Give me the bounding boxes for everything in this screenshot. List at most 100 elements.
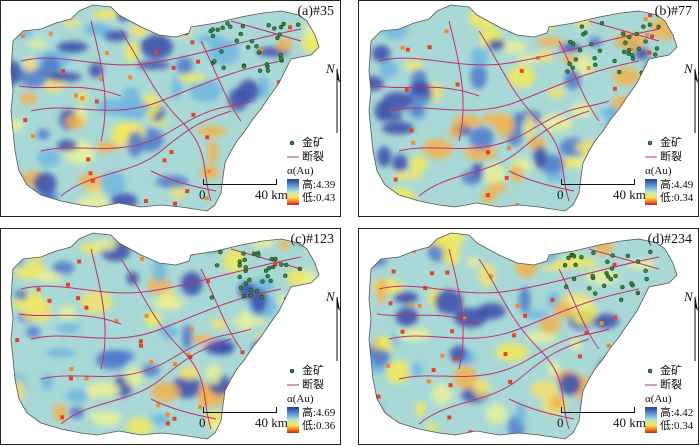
anomaly-blob (545, 172, 566, 183)
legend-low: 低:0.34 (660, 420, 694, 432)
anomaly-blob (276, 323, 296, 339)
fault-line (398, 100, 610, 152)
anomaly-blob (24, 57, 36, 72)
anomaly-blob (469, 126, 494, 150)
study-area-boundary (368, 232, 678, 440)
anomaly-cell (84, 305, 89, 310)
anomaly-cell (191, 112, 196, 117)
gold-mine-marker (284, 262, 289, 268)
anomaly-blob (547, 86, 564, 99)
anomaly-blob (251, 338, 286, 358)
anomaly-blob (549, 395, 564, 411)
gold-mine-marker (238, 31, 244, 37)
scale-zero: 0 (557, 187, 564, 202)
anomaly-blob (530, 380, 559, 399)
anomaly-blob (545, 233, 572, 251)
gold-mine-marker (566, 255, 571, 261)
anomaly-blob (77, 195, 109, 211)
anomaly-cell (536, 56, 541, 60)
anomaly-cell (519, 68, 524, 73)
gold-mine-marker (571, 254, 577, 259)
anomaly-blob (381, 121, 414, 135)
anomaly-blob (425, 422, 439, 431)
fault-line (376, 313, 480, 325)
north-label: N (326, 289, 335, 304)
anomaly-blob (499, 40, 527, 55)
anomaly-cell (47, 298, 52, 303)
panel-label: (b)#77 (654, 4, 692, 19)
anomaly-cell (77, 259, 82, 264)
gold-mine-marker (573, 57, 579, 62)
anomaly-cell (485, 193, 490, 198)
gold-mine-marker (622, 49, 627, 55)
anomaly-cell (431, 368, 436, 373)
anomaly-cell (409, 128, 414, 133)
anomaly-blob (167, 17, 193, 38)
fault-line (478, 258, 570, 430)
anomaly-cell (32, 424, 37, 429)
gold-mine-marker (599, 21, 605, 26)
anomaly-cell (515, 304, 520, 309)
gold-mine-marker (270, 264, 276, 270)
fault-line (40, 328, 252, 380)
anomaly-blob (250, 140, 275, 157)
anomaly-blob (11, 255, 26, 268)
fault-line (448, 248, 464, 370)
anomaly-blob (204, 340, 235, 355)
anomaly-cell (90, 178, 95, 183)
anomaly-cell (128, 75, 133, 80)
gold-mine-marker (620, 284, 625, 290)
map-panel: (d)#234 N 金矿 断裂 α(Au) 高:4.42 低:0.34 0 40 km (358, 228, 699, 445)
anomaly-cell (36, 287, 41, 292)
gold-mine-marker (601, 283, 607, 288)
anomaly-blob (370, 348, 390, 367)
anomaly-cell (254, 141, 259, 146)
anomaly-cell (69, 376, 73, 381)
anomaly-blob (575, 422, 597, 435)
anomaly-blob (141, 364, 160, 377)
gold-mine-marker (225, 21, 230, 26)
anomaly-blob (155, 175, 189, 188)
anomaly-cell (615, 349, 620, 354)
anomaly-blob (150, 413, 170, 426)
gold-mine-marker (273, 256, 278, 262)
north-arrow: N (681, 289, 698, 363)
anomaly-blob (453, 365, 477, 390)
anomaly-cell (648, 13, 653, 18)
fault-line (558, 268, 600, 350)
anomaly-blob (206, 363, 222, 385)
anomaly-blob (381, 17, 409, 40)
anomaly-cell (66, 282, 70, 287)
gold-mine-marker (269, 256, 274, 262)
gold-mine-marker (635, 259, 641, 264)
gold-mine-marker (562, 263, 568, 268)
anomaly-blob (650, 316, 668, 336)
scale-distance: 40 km (613, 187, 646, 202)
anomaly-blob (488, 181, 507, 193)
gold-mine-marker (617, 69, 622, 75)
anomaly-blob (19, 66, 49, 88)
gold-mine-marker (281, 21, 286, 27)
gold-mine-marker (605, 259, 610, 264)
north-label: N (326, 61, 335, 76)
anomaly-cell (30, 134, 35, 139)
gold-mine-marker (265, 68, 271, 73)
anomaly-cell (440, 353, 445, 358)
anomaly-blob (11, 118, 24, 132)
anomaly-blob (124, 367, 144, 387)
anomaly-blob (41, 373, 54, 391)
anomaly-cell (417, 303, 422, 308)
anomaly-blob (464, 145, 498, 161)
gold-mine-marker (612, 58, 617, 64)
anomaly-blob (125, 417, 153, 436)
anomaly-blob (95, 350, 129, 370)
anomaly-cell (507, 146, 511, 151)
gold-mine-marker (248, 287, 254, 293)
fault-line (508, 398, 575, 420)
anomaly-cell (650, 34, 655, 39)
anomaly-blob (294, 311, 319, 331)
scale-bar-line (561, 179, 635, 185)
gold-mine-marker (579, 255, 584, 260)
anomaly-blob (559, 43, 581, 52)
fault-line (18, 313, 122, 325)
